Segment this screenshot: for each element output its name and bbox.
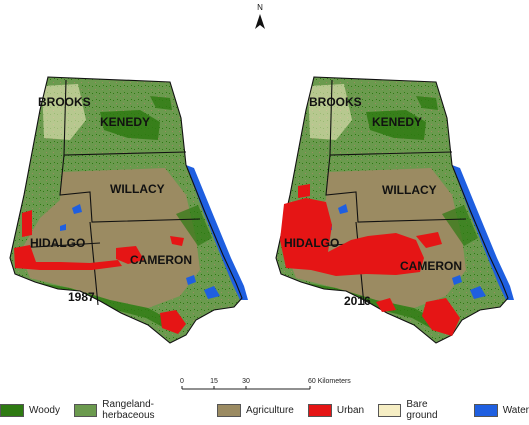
county-label-hidalgo: HIDALGO <box>30 236 85 250</box>
legend-label-water: Water <box>502 404 529 416</box>
year-label-1987: 1987 <box>68 290 95 304</box>
county-label-kenedy: KENEDY <box>372 115 422 129</box>
county-label-kenedy: KENEDY <box>100 115 150 129</box>
scale-tick-30: 30 <box>242 378 250 385</box>
county-label-cameron: CAMERON <box>130 253 192 267</box>
scale-bar: 0 15 30 60 Kilometers <box>180 378 351 390</box>
land-cover-map-1987 <box>0 70 250 360</box>
scale-tick-15: 15 <box>210 378 218 385</box>
map-1987: BROOKS KENEDY WILLACY HIDALGO CAMERON 19… <box>0 70 250 360</box>
legend-item-rangeland: Rangeland-herbaceous <box>73 399 203 421</box>
year-label-2016: 2016 <box>344 294 371 308</box>
north-arrow-icon <box>255 14 265 29</box>
legend-label-bare-ground: Bare ground <box>406 399 438 421</box>
legend-swatch-bare-ground <box>378 403 402 417</box>
legend-swatch-water <box>473 403 498 417</box>
county-label-willacy: WILLACY <box>110 182 165 196</box>
legend-swatch-urban <box>307 403 332 417</box>
legend-swatch-agriculture <box>217 403 242 417</box>
legend-item-bare-ground: Bare ground <box>378 399 460 421</box>
legend-item-water: Water <box>473 403 529 417</box>
north-arrow: N <box>255 3 265 29</box>
county-label-brooks: BROOKS <box>309 95 362 109</box>
legend-label-woody: Woody <box>29 404 60 416</box>
county-label-cameron: CAMERON <box>400 259 462 273</box>
scale-tick-0: 0 <box>180 378 184 385</box>
county-label-hidalgo: HIDALGO <box>284 236 339 250</box>
legend-label-urban: Urban <box>336 404 365 416</box>
legend: Woody Rangeland-herbaceous Agriculture U… <box>0 399 529 421</box>
county-label-willacy: WILLACY <box>382 183 437 197</box>
legend-swatch-woody <box>0 403 24 417</box>
county-label-brooks: BROOKS <box>38 95 91 109</box>
legend-label-rangeland: Rangeland-herbaceous <box>102 399 155 421</box>
north-letter: N <box>257 3 263 12</box>
map-2016: BROOKS KENEDY WILLACY HIDALGO CAMERON 20… <box>266 70 516 360</box>
urban-areas-1987 <box>14 210 186 334</box>
legend-item-urban: Urban <box>307 403 365 417</box>
legend-item-woody: Woody <box>0 403 60 417</box>
legend-label-agriculture: Agriculture <box>246 404 294 416</box>
legend-item-agriculture: Agriculture <box>217 403 294 417</box>
urban-areas-2016 <box>280 184 460 336</box>
scale-tick-60: 60 Kilometers <box>308 378 351 385</box>
legend-swatch-rangeland <box>73 403 98 417</box>
